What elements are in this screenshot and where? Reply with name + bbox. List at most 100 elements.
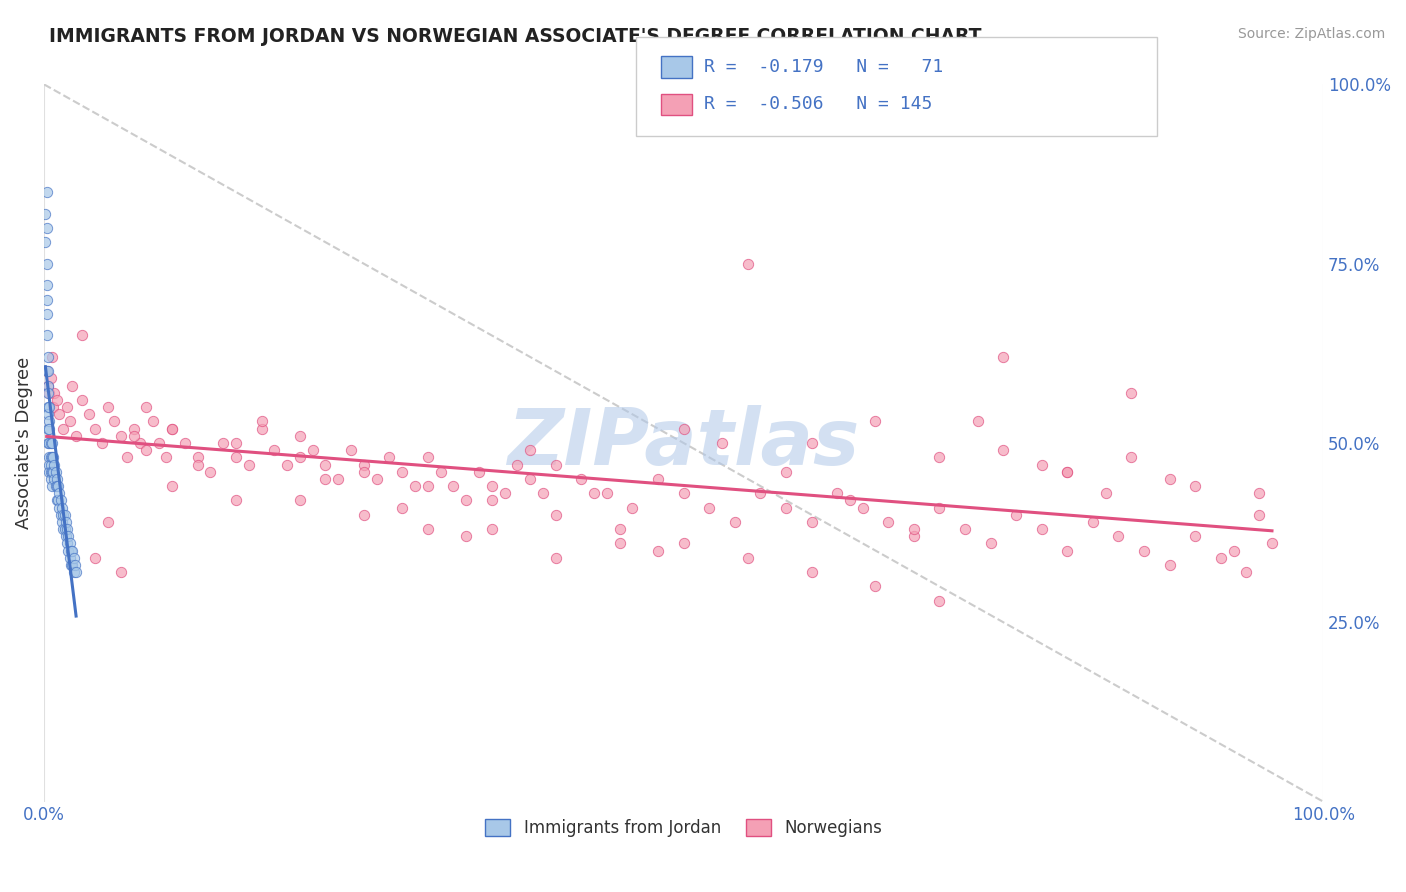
Point xyxy=(697,500,720,515)
Point xyxy=(366,472,388,486)
Point xyxy=(288,450,311,465)
Point xyxy=(238,458,260,472)
Point xyxy=(62,550,84,565)
Point xyxy=(41,465,63,479)
Point xyxy=(37,350,59,364)
Point xyxy=(41,436,63,450)
Point xyxy=(609,522,631,536)
Point xyxy=(44,458,66,472)
Point xyxy=(38,385,60,400)
Point xyxy=(429,465,451,479)
Point xyxy=(72,328,94,343)
Point xyxy=(187,450,209,465)
Point xyxy=(328,472,350,486)
Point xyxy=(825,486,848,500)
Point xyxy=(59,543,82,558)
Point xyxy=(38,458,60,472)
Point xyxy=(980,536,1002,550)
Point xyxy=(1209,550,1232,565)
Point xyxy=(46,493,69,508)
Point xyxy=(44,472,66,486)
Point xyxy=(37,407,59,421)
Point xyxy=(46,479,69,493)
Point xyxy=(59,558,82,572)
Point xyxy=(35,278,58,293)
Point xyxy=(494,486,516,500)
Point xyxy=(45,493,67,508)
Point xyxy=(225,450,247,465)
Point xyxy=(621,500,644,515)
Point xyxy=(404,479,426,493)
Point xyxy=(35,307,58,321)
Point xyxy=(1159,558,1181,572)
Point xyxy=(596,486,619,500)
Text: R =  -0.179   N =   71: R = -0.179 N = 71 xyxy=(704,58,943,76)
Point xyxy=(34,206,56,220)
Point xyxy=(737,550,759,565)
Point xyxy=(340,443,363,458)
Point xyxy=(1094,486,1116,500)
Point xyxy=(35,185,58,199)
Point xyxy=(506,458,529,472)
Point xyxy=(45,392,67,407)
Point xyxy=(58,529,80,543)
Point xyxy=(155,450,177,465)
Point xyxy=(60,558,83,572)
Point xyxy=(263,443,285,458)
Point xyxy=(647,472,669,486)
Point xyxy=(148,436,170,450)
Point xyxy=(993,443,1015,458)
Text: ZIPatlas: ZIPatlas xyxy=(508,405,859,481)
Point xyxy=(1222,543,1244,558)
Point xyxy=(59,550,82,565)
Point xyxy=(51,515,73,529)
Point xyxy=(441,479,464,493)
Point xyxy=(212,436,235,450)
Point xyxy=(711,436,734,450)
Point xyxy=(110,429,132,443)
Point xyxy=(39,436,62,450)
Point xyxy=(749,486,772,500)
Point xyxy=(1159,472,1181,486)
Point xyxy=(353,465,375,479)
Point xyxy=(52,522,75,536)
Point xyxy=(800,436,823,450)
Point xyxy=(276,458,298,472)
Point xyxy=(35,220,58,235)
Point xyxy=(97,400,120,414)
Point xyxy=(129,436,152,450)
Point xyxy=(1056,465,1078,479)
Point xyxy=(45,479,67,493)
Point xyxy=(65,565,87,579)
Point xyxy=(38,465,60,479)
Point xyxy=(142,415,165,429)
Point xyxy=(38,415,60,429)
Point xyxy=(37,378,59,392)
Point xyxy=(35,257,58,271)
Point xyxy=(135,400,157,414)
Point xyxy=(63,558,86,572)
Point xyxy=(103,415,125,429)
Point xyxy=(1031,522,1053,536)
Point xyxy=(122,422,145,436)
Point xyxy=(45,479,67,493)
Point xyxy=(544,458,567,472)
Point xyxy=(391,465,413,479)
Point xyxy=(39,465,62,479)
Point xyxy=(42,450,65,465)
Point xyxy=(56,400,79,414)
Point xyxy=(52,508,75,522)
Legend: Immigrants from Jordan, Norwegians: Immigrants from Jordan, Norwegians xyxy=(478,812,889,844)
Point xyxy=(1121,385,1143,400)
Point xyxy=(928,500,950,515)
Point xyxy=(481,493,503,508)
Point xyxy=(569,472,592,486)
Point xyxy=(59,415,82,429)
Point xyxy=(225,493,247,508)
Point xyxy=(1056,543,1078,558)
Point xyxy=(37,400,59,414)
Point xyxy=(1133,543,1156,558)
Point xyxy=(1056,465,1078,479)
Point xyxy=(672,486,695,500)
Point xyxy=(200,465,222,479)
